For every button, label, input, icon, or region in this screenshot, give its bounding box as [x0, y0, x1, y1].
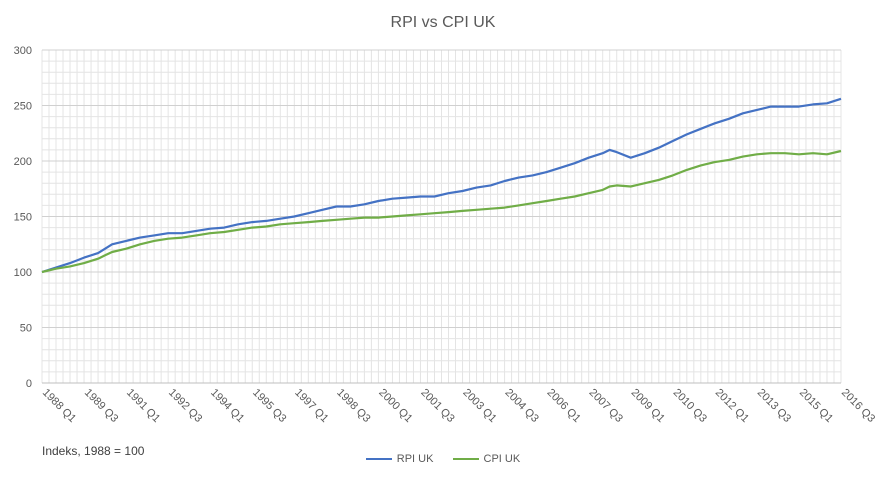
x-tick-label: 2013 Q3 [755, 387, 793, 425]
chart-title: RPI vs CPI UK [390, 14, 496, 31]
x-tick-label: 1989 Q3 [82, 387, 120, 425]
x-tick-label: 2001 Q3 [418, 387, 456, 425]
x-tick-labels: 1988 Q1 1989 Q3 1991 Q1 1992 Q3 1994 Q1 1995 … [40, 387, 877, 425]
x-tick-label: 1991 Q1 [124, 387, 162, 425]
legend-label-rpi: RPI UK [396, 453, 434, 465]
legend-label-cpi: CPI UK [483, 453, 521, 465]
y-tick-label: 250 [14, 101, 32, 113]
y-tick-label: 50 [20, 323, 32, 335]
x-tick-label: 1994 Q1 [208, 387, 246, 425]
y-tick-label: 150 [14, 212, 32, 224]
x-tick-label: 2006 Q1 [545, 387, 583, 425]
x-tick-label: 2009 Q1 [629, 387, 667, 425]
legend-swatch-cpi [452, 458, 479, 460]
series-line-rpi-uk [41, 97, 842, 274]
legend-item-cpi: CPI UK [452, 453, 521, 465]
y-tick-label: 100 [14, 267, 32, 279]
x-tick-label: 2007 Q3 [587, 387, 625, 425]
series-lines [41, 97, 842, 274]
legend: RPI UK CPI UK [0, 451, 886, 465]
index-note: Indeks, 1988 = 100 [42, 444, 145, 458]
x-tick-label: 2016 Q3 [839, 387, 877, 425]
y-tick-labels: 0 50 100 150 200 250 300 [14, 45, 32, 390]
x-tick-label: 2003 Q1 [460, 387, 498, 425]
x-tick-label: 1988 Q1 [40, 387, 78, 425]
legend-item-rpi: RPI UK [365, 453, 434, 465]
x-tick-label: 1995 Q3 [250, 387, 288, 425]
y-tick-label: 300 [14, 45, 32, 57]
x-tick-label: 1998 Q3 [334, 387, 372, 425]
legend-swatch-rpi [365, 458, 392, 460]
x-tick-label: 1992 Q3 [166, 387, 204, 425]
grid [41, 49, 842, 384]
y-tick-label: 0 [26, 378, 32, 390]
x-tick-label: 2015 Q1 [797, 387, 835, 425]
x-tick-label: 1997 Q1 [292, 387, 330, 425]
x-tick-label: 2012 Q1 [713, 387, 751, 425]
x-tick-label: 2000 Q1 [376, 387, 414, 425]
series-line-cpi-uk [41, 149, 842, 274]
x-tick-label: 2010 Q3 [671, 387, 709, 425]
y-tick-label: 200 [14, 156, 32, 168]
x-tick-label: 2004 Q3 [502, 387, 540, 425]
